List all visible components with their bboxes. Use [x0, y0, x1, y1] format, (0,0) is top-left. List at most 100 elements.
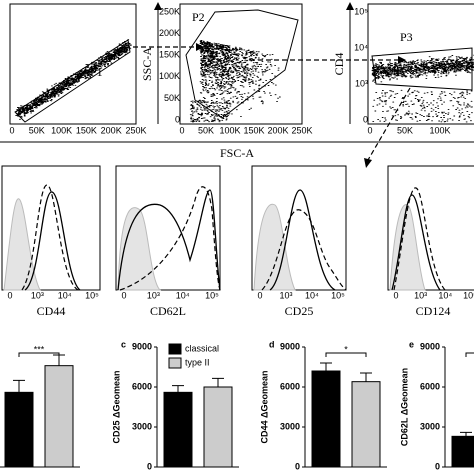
- x-tick-label: 200K: [267, 125, 288, 135]
- marker-label: CD124: [416, 304, 451, 318]
- gate: [185, 9, 299, 119]
- bracket: [325, 352, 367, 357]
- x-tick-label: 200K: [101, 125, 122, 135]
- x-tick-label: 10⁴: [58, 290, 72, 300]
- x-tick-label: 10⁵: [205, 290, 219, 300]
- x-tick-label: 10⁵: [463, 290, 474, 300]
- error-bar: [460, 431, 472, 437]
- significance: *: [344, 344, 348, 354]
- y-axis-label: CD62L ΔGeomean: [399, 368, 409, 446]
- x-tick-label: 10³: [147, 290, 160, 300]
- bar: [163, 391, 193, 468]
- histogram-row: CD44 0 10³ 10⁴ 10⁵ CD62L 0 10³ 10⁴ 10⁵ CD25 0 10³ 10⁴…: [1, 165, 474, 318]
- legend-label: classical: [185, 343, 219, 353]
- arrowhead: [196, 43, 204, 51]
- legend-swatch: [168, 343, 182, 355]
- axis-label: CD4: [332, 53, 346, 76]
- axis-label: SSC-A: [140, 47, 154, 81]
- y-tick-label: 0: [295, 461, 300, 471]
- histogram-curve: [24, 191, 81, 291]
- y-axis-label: CD25 ΔGeomean: [111, 371, 121, 444]
- scatter-frame: [367, 3, 474, 125]
- arrowhead: [346, 2, 354, 10]
- x-tick-label: 10⁴: [305, 290, 319, 300]
- y-axis-label: CD44 ΔGeomean: [259, 371, 269, 444]
- arrowhead: [364, 158, 372, 168]
- arrowhead: [154, 2, 162, 10]
- x-tick-label: 0: [9, 125, 14, 135]
- y-tick-label: 250K: [159, 6, 180, 16]
- y-tick-label: 3000: [420, 421, 440, 431]
- x-tick-label: 0: [179, 125, 184, 135]
- panel-letter: c: [121, 339, 126, 349]
- x-tick-label: 10³: [31, 290, 44, 300]
- gate-label: P2: [192, 10, 205, 24]
- x-tick-label: 0: [121, 290, 126, 300]
- histogram-curve: [119, 186, 221, 291]
- y-tick-label: 50K: [164, 93, 180, 103]
- histogram-frame: [115, 165, 221, 291]
- histogram-curve: [21, 184, 79, 291]
- x-tick-label: 0: [367, 125, 372, 135]
- histogram-frame: [387, 165, 474, 291]
- histogram-curve: [117, 207, 162, 291]
- x-tick-label: 10⁴: [176, 290, 190, 300]
- y-tick-label: 9000: [132, 341, 152, 351]
- histogram-curve: [393, 187, 446, 291]
- histogram-frame: [251, 165, 347, 291]
- panel-letter: e: [409, 339, 414, 349]
- x-tick-label: 10⁴: [438, 290, 452, 300]
- scatter-frame: [179, 3, 303, 125]
- x-tick-label: 0: [7, 290, 12, 300]
- bar: [351, 381, 381, 468]
- y-tick-label: 0: [435, 461, 440, 471]
- y-tick-label: 0: [363, 114, 368, 124]
- x-tick-label: 0: [257, 290, 262, 300]
- marker-label: CD25: [285, 304, 314, 318]
- histogram-curve: [3, 198, 41, 291]
- bar: [311, 370, 341, 468]
- x-tick-label: 10³: [279, 290, 292, 300]
- scatter-dots: [15, 39, 474, 123]
- panel-letter: d: [269, 339, 275, 349]
- y-tick-label: 200K: [159, 28, 180, 38]
- histogram-curve: [269, 189, 336, 291]
- arrow: [367, 87, 411, 161]
- y-tick-label: 10⁴: [354, 42, 368, 52]
- bar-charts: *** 0 3000 6000 9000 CD25 ΔGeomean c classical t…: [0, 339, 474, 471]
- marker-label: CD62L: [150, 304, 186, 318]
- error-bar: [212, 377, 224, 387]
- bar: [4, 391, 34, 468]
- histogram-curve: [391, 194, 441, 291]
- axis-label: FSC-A: [220, 146, 254, 160]
- x-tick-label: 10⁵: [331, 290, 345, 300]
- bracket: [465, 352, 474, 357]
- histogram-curve: [261, 209, 347, 291]
- bar: [44, 365, 74, 468]
- arrowhead: [398, 56, 406, 64]
- y-tick-label: 0: [147, 461, 152, 471]
- x-tick-label: 250K: [125, 125, 146, 135]
- y-tick-label: 10³: [355, 78, 368, 88]
- error-bar: [172, 385, 184, 393]
- legend-label: type II: [185, 357, 210, 367]
- y-tick-label: 3000: [132, 421, 152, 431]
- marker-label: CD44: [37, 304, 66, 318]
- y-tick-label: 0: [175, 114, 180, 124]
- error-bar: [320, 362, 332, 371]
- legend-swatch: [168, 357, 182, 369]
- x-tick-label: 150K: [243, 125, 264, 135]
- histogram-curve: [117, 189, 221, 291]
- x-tick-label: 50K: [29, 125, 45, 135]
- error-bar: [360, 372, 372, 382]
- gate-label: P3: [400, 30, 413, 44]
- bar: [203, 386, 233, 468]
- y-tick-label: 6000: [132, 381, 152, 391]
- x-tick-label: 100K: [219, 125, 240, 135]
- dots: [15, 39, 474, 123]
- x-tick-label: 10³: [414, 290, 427, 300]
- gate: [14, 39, 131, 123]
- x-tick-label: 100K: [429, 125, 450, 135]
- x-tick-label: 50K: [397, 125, 413, 135]
